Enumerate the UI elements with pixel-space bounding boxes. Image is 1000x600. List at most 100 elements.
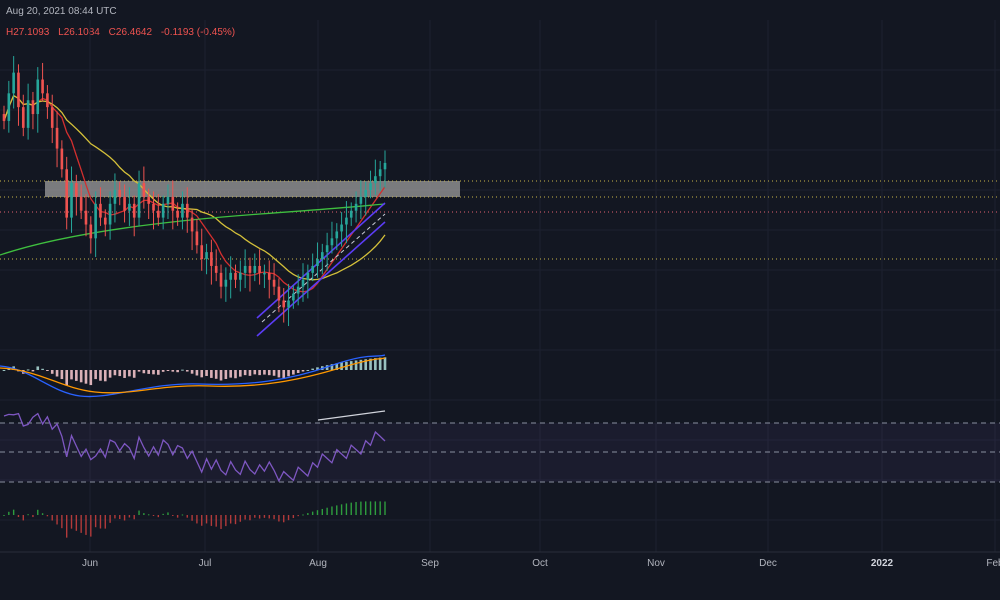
candle-body-29 (142, 183, 146, 197)
osc-bar-77 (374, 501, 377, 515)
candle-body-66 (320, 252, 324, 260)
candle-body-2 (12, 72, 15, 94)
osc-bar-13 (65, 515, 68, 538)
osc-bar-78 (379, 501, 381, 515)
osc-bar-27 (133, 515, 135, 520)
macd-hist-30 (147, 370, 150, 374)
x-tick-Aug: Aug (309, 558, 327, 569)
macd-hist-0 (2, 370, 6, 371)
candle-22 (108, 191, 112, 240)
osc-bar-45 (220, 515, 222, 529)
candle-body-77 (374, 176, 377, 184)
candle-17 (84, 194, 88, 237)
osc-bar-10 (51, 515, 53, 521)
candle-47 (229, 256, 232, 299)
osc-bar-55 (268, 515, 270, 519)
osc-bar-48 (234, 515, 237, 525)
ma-long-line (0, 203, 386, 256)
macd-hist-50 (243, 370, 247, 376)
macd-hist-11 (55, 370, 59, 377)
osc-bar-22 (109, 515, 111, 523)
x-tick-Jun: Jun (82, 558, 98, 569)
candle-body-19 (94, 203, 97, 239)
macd-hist-19 (94, 370, 97, 380)
osc-bar-41 (201, 515, 203, 526)
macd-hist-39 (190, 370, 194, 374)
rsi-line (3, 412, 386, 483)
macd-hist-73 (354, 360, 358, 370)
osc-bar-34 (167, 512, 169, 515)
candle-28 (137, 170, 141, 226)
candle-body-75 (364, 190, 368, 197)
candle-27 (132, 195, 136, 237)
candle-49 (239, 260, 242, 292)
candle-15 (75, 174, 78, 216)
candle-40 (195, 219, 199, 254)
candle-53 (258, 249, 261, 285)
candle-36 (176, 202, 179, 226)
candle-70 (340, 212, 343, 247)
osc-bar-36 (176, 515, 179, 518)
rsi-pane (0, 410, 1000, 483)
macd-hist-7 (36, 366, 40, 370)
macd-hist-75 (364, 359, 368, 370)
signal-line (0, 357, 386, 394)
candle-body-78 (378, 169, 382, 177)
macd-hist-65 (316, 367, 319, 370)
ohlc-low: L26.1084 (58, 27, 100, 38)
candle-60 (292, 285, 295, 309)
candle-20 (99, 187, 102, 226)
x-tick-Jul: Jul (199, 558, 212, 569)
macd-hist-61 (296, 370, 300, 374)
candle-body-51 (248, 265, 252, 273)
macd-hist-47 (229, 370, 232, 378)
osc-bar-37 (181, 514, 184, 516)
osc-bar-72 (350, 502, 352, 515)
candle-body-38 (185, 203, 189, 218)
x-tick-Nov: Nov (647, 558, 665, 569)
candle-68 (330, 221, 334, 254)
macd-hist-53 (258, 370, 261, 376)
macd-hist-40 (195, 370, 199, 376)
osc-bar-47 (229, 515, 232, 524)
candle-body-8 (41, 79, 44, 94)
macd-hist-21 (103, 370, 107, 382)
macd-hist-18 (89, 370, 93, 386)
osc-bar-46 (225, 515, 227, 527)
candle-body-20 (99, 203, 102, 218)
candle-52 (253, 253, 257, 282)
candle-51 (248, 257, 252, 292)
osc-bar-65 (316, 510, 319, 515)
candle-5 (26, 83, 30, 140)
chart-timestamp: Aug 20, 2021 08:44 UTC (6, 6, 117, 17)
candle-54 (263, 264, 266, 289)
osc-bar-3 (17, 515, 20, 517)
rsi-divergence-line (317, 410, 386, 421)
macd-hist-44 (214, 370, 218, 379)
candle-33 (161, 195, 165, 230)
candle-body-0 (2, 114, 6, 121)
candle-6 (31, 91, 35, 130)
candle-26 (128, 187, 131, 226)
macd-hist-70 (340, 362, 343, 370)
channel-lower (256, 221, 386, 337)
macd-hist-16 (79, 370, 83, 383)
osc-bar-19 (94, 515, 97, 528)
osc-bar-79 (384, 501, 386, 515)
candle-body-30 (147, 196, 150, 204)
candle-9 (46, 85, 49, 119)
candle-1 (7, 80, 11, 133)
candle-63 (306, 264, 310, 299)
ohlc-readout: H27.1093 L26.1084 C26.4642 -0.1193 (-0.4… (6, 27, 241, 38)
candle-67 (325, 232, 329, 271)
candle-13 (65, 156, 69, 230)
candle-body-11 (55, 127, 59, 149)
candle-body-53 (258, 265, 261, 273)
candle-body-48 (234, 272, 237, 280)
macd-hist-31 (152, 370, 155, 375)
candle-body-25 (123, 196, 126, 211)
macd-hist-41 (200, 370, 204, 378)
candle-43 (210, 239, 213, 285)
macd-hist-55 (267, 370, 271, 376)
